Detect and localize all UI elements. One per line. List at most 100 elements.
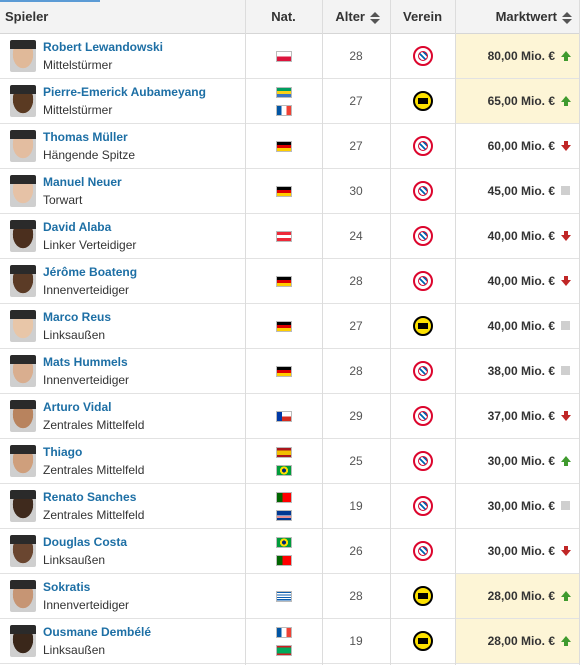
club-cell bbox=[390, 619, 455, 663]
bvb-logo-icon[interactable] bbox=[412, 631, 433, 651]
club-cell bbox=[390, 124, 455, 168]
player-cell: David Alaba Linker Verteidiger bbox=[0, 214, 245, 258]
header-market-value-sortable[interactable]: Marktwert bbox=[455, 0, 580, 33]
player-name-link[interactable]: David Alaba bbox=[43, 220, 112, 234]
brazil-flag-icon[interactable] bbox=[275, 465, 292, 476]
fc-bayern-logo-icon[interactable] bbox=[412, 136, 433, 156]
portugal-flag-icon[interactable] bbox=[275, 555, 292, 566]
player-name-link[interactable]: Marco Reus bbox=[43, 310, 112, 324]
market-value-link[interactable]: 40,00 Mio. € bbox=[487, 319, 555, 333]
market-value-link[interactable]: 40,00 Mio. € bbox=[487, 274, 555, 288]
market-value-link[interactable]: 28,00 Mio. € bbox=[487, 589, 555, 603]
fc-bayern-logo-icon[interactable] bbox=[412, 181, 433, 201]
player-photo[interactable] bbox=[10, 265, 36, 297]
player-name-link[interactable]: Pierre-Emerick Aubameyang bbox=[43, 85, 206, 99]
player-photo[interactable] bbox=[10, 625, 36, 657]
player-cell: Douglas Costa Linksaußen bbox=[0, 529, 245, 573]
france-flag-icon[interactable] bbox=[275, 105, 292, 116]
player-name-link[interactable]: Manuel Neuer bbox=[43, 175, 122, 189]
market-value-link[interactable]: 40,00 Mio. € bbox=[487, 229, 555, 243]
header-age-sortable[interactable]: Alter bbox=[322, 0, 390, 33]
fc-bayern-logo-icon[interactable] bbox=[412, 271, 433, 291]
player-photo[interactable] bbox=[10, 400, 36, 432]
fc-bayern-logo-icon[interactable] bbox=[412, 541, 433, 561]
player-photo[interactable] bbox=[10, 220, 36, 252]
market-value-link[interactable]: 30,00 Mio. € bbox=[487, 454, 555, 468]
header-player[interactable]: Spieler bbox=[0, 0, 245, 33]
age-cell: 24 bbox=[349, 229, 363, 243]
market-value-link[interactable]: 30,00 Mio. € bbox=[487, 544, 555, 558]
player-photo[interactable] bbox=[10, 40, 36, 72]
player-photo[interactable] bbox=[10, 490, 36, 522]
table-row: Sokratis Innenverteidiger 28 28,00 Mio. € bbox=[0, 574, 580, 619]
player-photo[interactable] bbox=[10, 580, 36, 612]
player-photo[interactable] bbox=[10, 445, 36, 477]
unchanged-icon bbox=[561, 501, 571, 511]
nationality-cell bbox=[245, 304, 322, 348]
player-name-link[interactable]: Ousmane Dembélé bbox=[43, 625, 152, 639]
player-name-link[interactable]: Mats Hummels bbox=[43, 355, 128, 369]
market-value-link[interactable]: 37,00 Mio. € bbox=[487, 409, 555, 423]
bvb-logo-icon[interactable] bbox=[412, 316, 433, 336]
gabon-flag-icon[interactable] bbox=[275, 87, 292, 98]
market-value-link[interactable]: 60,00 Mio. € bbox=[487, 139, 555, 153]
bvb-logo-icon[interactable] bbox=[412, 586, 433, 606]
germany-flag-icon[interactable] bbox=[275, 321, 292, 332]
player-name-link[interactable]: Douglas Costa bbox=[43, 535, 128, 549]
player-name-link[interactable]: Arturo Vidal bbox=[43, 400, 112, 414]
column-divider bbox=[455, 0, 456, 665]
player-photo[interactable] bbox=[10, 535, 36, 567]
header-age-label: Alter bbox=[335, 9, 365, 24]
market-value-cell: 37,00 Mio. € bbox=[455, 394, 579, 438]
fc-bayern-logo-icon[interactable] bbox=[412, 46, 433, 66]
arrow-down-icon bbox=[561, 276, 571, 286]
player-name-link[interactable]: Renato Sanches bbox=[43, 490, 137, 504]
poland-flag-icon[interactable] bbox=[275, 51, 292, 62]
germany-flag-icon[interactable] bbox=[275, 186, 292, 197]
brazil-flag-icon[interactable] bbox=[275, 537, 292, 548]
market-value-link[interactable]: 38,00 Mio. € bbox=[487, 364, 555, 378]
club-cell bbox=[390, 529, 455, 573]
player-photo[interactable] bbox=[10, 175, 36, 207]
player-name-link[interactable]: Jérôme Boateng bbox=[43, 265, 138, 279]
player-photo[interactable] bbox=[10, 310, 36, 342]
germany-flag-icon[interactable] bbox=[275, 276, 292, 287]
germany-flag-icon[interactable] bbox=[275, 141, 292, 152]
bvb-logo-icon[interactable] bbox=[412, 91, 433, 111]
player-name-link[interactable]: Thomas Müller bbox=[43, 130, 128, 144]
austria-flag-icon[interactable] bbox=[275, 231, 292, 242]
player-cell: Arturo Vidal Zentrales Mittelfeld bbox=[0, 394, 245, 438]
market-value-link[interactable]: 80,00 Mio. € bbox=[487, 49, 555, 63]
france-flag-icon[interactable] bbox=[275, 627, 292, 638]
fc-bayern-logo-icon[interactable] bbox=[412, 406, 433, 426]
player-name-link[interactable]: Sokratis bbox=[43, 580, 91, 594]
greece-flag-icon[interactable] bbox=[275, 591, 292, 602]
market-value-link[interactable]: 65,00 Mio. € bbox=[487, 94, 555, 108]
mauritania-flag-icon[interactable] bbox=[275, 645, 292, 656]
player-photo[interactable] bbox=[10, 85, 36, 117]
fc-bayern-logo-icon[interactable] bbox=[412, 226, 433, 246]
market-value-link[interactable]: 28,00 Mio. € bbox=[487, 634, 555, 648]
germany-flag-icon[interactable] bbox=[275, 366, 292, 377]
chile-flag-icon[interactable] bbox=[275, 411, 292, 422]
market-value-cell: 40,00 Mio. € bbox=[455, 259, 579, 303]
player-photo[interactable] bbox=[10, 130, 36, 162]
nationality-cell bbox=[245, 394, 322, 438]
fc-bayern-logo-icon[interactable] bbox=[412, 361, 433, 381]
fc-bayern-logo-icon[interactable] bbox=[412, 451, 433, 471]
player-photo[interactable] bbox=[10, 355, 36, 387]
market-value-link[interactable]: 30,00 Mio. € bbox=[487, 499, 555, 513]
player-name-link[interactable]: Robert Lewandowski bbox=[43, 40, 164, 54]
player-position: Linksaußen bbox=[43, 328, 106, 342]
table-row: Arturo Vidal Zentrales Mittelfeld 29 37,00 … bbox=[0, 394, 580, 439]
player-name-link[interactable]: Thiago bbox=[43, 445, 83, 459]
portugal-flag-icon[interactable] bbox=[275, 492, 292, 503]
player-position: Innenverteidiger bbox=[43, 373, 130, 387]
spain-flag-icon[interactable] bbox=[275, 447, 292, 458]
cape-verde-flag-icon[interactable] bbox=[275, 510, 292, 521]
arrow-up-icon bbox=[561, 636, 571, 646]
fc-bayern-logo-icon[interactable] bbox=[412, 496, 433, 516]
market-value-link[interactable]: 45,00 Mio. € bbox=[487, 184, 555, 198]
table-row: Renato Sanches Zentrales Mittelfeld 19 30,0… bbox=[0, 484, 580, 529]
